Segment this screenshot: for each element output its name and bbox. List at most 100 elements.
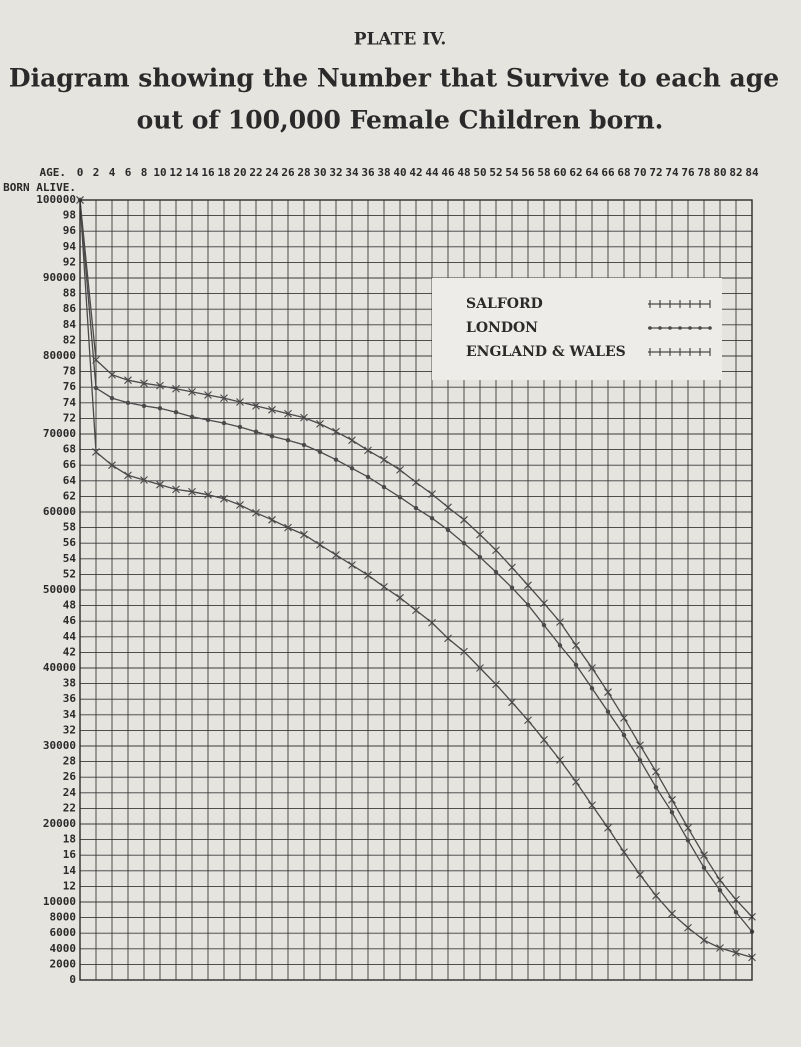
point-marker (268, 515, 276, 524)
point-marker (108, 370, 116, 379)
y-tick-label: 82 (63, 333, 76, 346)
point-marker (396, 465, 404, 474)
x-tick-label: 36 (361, 166, 375, 179)
x-tick-label: 38 (377, 166, 390, 179)
x-tick-label: 48 (457, 166, 470, 179)
x-tick-label: 6 (125, 166, 132, 179)
x-tick-label: 14 (185, 166, 199, 179)
point-marker (461, 541, 467, 546)
point-marker (653, 785, 659, 790)
point-marker (572, 777, 580, 786)
point-marker (364, 446, 372, 455)
y-tick-label: 26 (63, 770, 77, 783)
point-marker (285, 438, 291, 443)
x-tick-label: 4 (109, 166, 116, 179)
point-marker (252, 508, 260, 517)
x-tick-label: 8 (141, 166, 148, 179)
point-marker (333, 457, 339, 462)
point-marker (253, 429, 259, 434)
point-marker (445, 527, 451, 533)
x-tick-label: 66 (601, 166, 615, 179)
x-tick-label: 28 (297, 166, 310, 179)
point-marker (636, 741, 644, 750)
y-tick-label: 86 (63, 302, 77, 315)
y-tick-label: 16 (63, 848, 77, 861)
y-tick-label: 64 (63, 474, 77, 487)
y-tick-label: 38 (63, 677, 76, 690)
legend-label: ENGLAND & WALES (466, 344, 626, 360)
point-marker (381, 484, 387, 490)
point-marker (268, 405, 276, 414)
point-marker (493, 569, 499, 575)
point-marker (684, 824, 692, 832)
point-marker (220, 494, 228, 503)
y-tick-label: 28 (63, 755, 76, 768)
point-marker (365, 474, 371, 480)
point-marker (428, 618, 436, 627)
x-tick-label: 40 (393, 166, 406, 179)
point-marker (540, 735, 548, 744)
point-marker (620, 848, 628, 856)
x-tick-label: 30 (313, 166, 326, 179)
x-tick-label: 68 (617, 166, 630, 179)
point-marker (492, 546, 500, 555)
point-marker (524, 716, 532, 725)
y-tick-label: 0 (69, 973, 76, 986)
x-tick-label: 22 (249, 166, 262, 179)
point-marker (157, 406, 163, 411)
y-tick-label: 94 (63, 240, 77, 253)
point-marker (349, 466, 355, 471)
point-marker (636, 870, 644, 879)
legend-marker (668, 326, 672, 330)
point-marker (284, 409, 292, 418)
point-marker (284, 523, 292, 532)
y-tick-label: 50000 (43, 583, 76, 596)
y-tick-label: 68 (63, 443, 76, 456)
x-tick-label: 44 (425, 166, 439, 179)
point-marker (540, 599, 548, 608)
x-tick-label: 72 (649, 166, 662, 179)
point-marker (237, 424, 243, 430)
point-marker (508, 698, 516, 707)
point-marker (668, 795, 676, 804)
point-marker (684, 923, 692, 932)
point-marker (189, 414, 195, 420)
point-marker (108, 461, 116, 470)
legend-label: LONDON (466, 320, 538, 336)
y-tick-label: 22 (63, 801, 76, 814)
x-tick-label: 32 (329, 166, 342, 179)
point-marker (316, 419, 324, 428)
point-marker (172, 485, 180, 494)
x-tick-label: 26 (281, 166, 295, 179)
point-marker (124, 376, 132, 385)
point-marker (156, 480, 164, 489)
y-tick-label: 92 (63, 255, 76, 268)
point-marker (204, 490, 212, 499)
y-tick-label: 10000 (43, 895, 76, 908)
point-marker (173, 409, 179, 415)
point-marker (717, 888, 723, 893)
point-marker (685, 838, 691, 843)
point-marker (348, 561, 356, 569)
point-marker (716, 944, 724, 952)
point-marker (652, 891, 660, 900)
y-tick-label: 34 (63, 708, 77, 721)
y-tick-label: 56 (63, 536, 77, 549)
point-marker (141, 403, 147, 409)
point-marker (604, 688, 612, 697)
y-tick-label: 72 (63, 411, 76, 424)
y-tick-label: 74 (63, 396, 77, 409)
point-marker (396, 593, 404, 602)
point-marker (301, 442, 307, 448)
y-axis-label: BORN ALIVE. (3, 181, 76, 194)
x-tick-label: 58 (537, 166, 550, 179)
y-tick-label: 62 (63, 489, 76, 502)
y-tick-label: 30000 (43, 739, 76, 752)
y-tick-label: 32 (63, 723, 76, 736)
point-marker (188, 387, 196, 396)
point-marker (541, 622, 547, 628)
point-marker (380, 582, 388, 591)
x-tick-label: 56 (521, 166, 535, 179)
point-marker (397, 494, 403, 500)
